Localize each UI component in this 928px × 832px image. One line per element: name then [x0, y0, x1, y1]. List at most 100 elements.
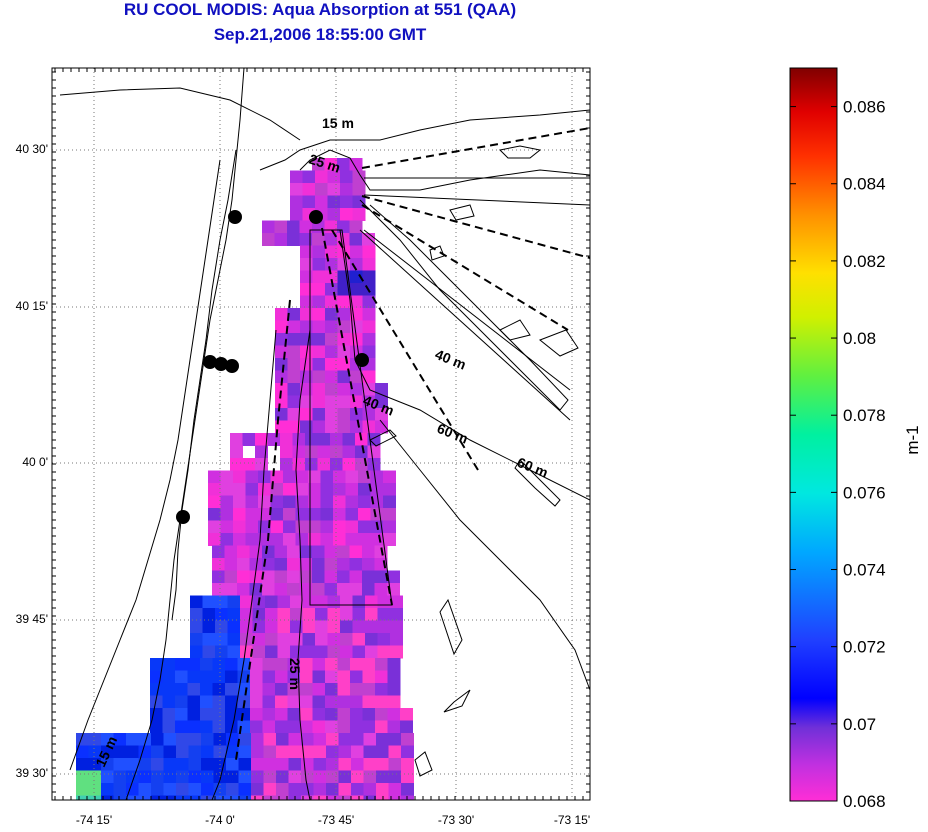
pixel-cell	[387, 708, 401, 721]
shelf-contour-1	[339, 229, 590, 501]
pixel-cell	[337, 708, 351, 721]
pixel-cell	[295, 520, 309, 534]
pixel-cell	[201, 758, 214, 771]
pixel-cell	[305, 433, 318, 446]
pixel-cell	[275, 320, 288, 334]
x-tick-label: -74 0'	[205, 813, 235, 827]
pixel-cell	[365, 633, 378, 646]
pixel-cell	[255, 458, 268, 471]
pixel-cell	[362, 670, 376, 684]
pixel-cell	[308, 483, 321, 496]
pixel-cell	[337, 670, 351, 684]
pixel-cell	[151, 758, 164, 771]
pixel-cell	[300, 395, 313, 409]
pixel-cell	[250, 695, 263, 709]
pixel-cell	[150, 720, 163, 734]
pixel-cell	[275, 408, 288, 421]
pixel-cell	[337, 383, 351, 396]
pixel-cell	[224, 570, 238, 584]
pixel-cell	[300, 420, 313, 434]
pixel-cell	[376, 758, 389, 771]
pixel-cell	[262, 583, 275, 596]
pixel-cell	[224, 545, 238, 559]
barrier-island	[171, 149, 237, 621]
pixel-cell	[325, 420, 338, 434]
pixel-cell	[287, 370, 301, 384]
pixel-cell	[126, 758, 139, 771]
pixel-cell	[202, 620, 216, 634]
pixel-cell	[375, 670, 388, 684]
pixel-cell	[238, 745, 252, 759]
pixel-cell	[250, 670, 263, 684]
station-marker	[225, 359, 239, 373]
pixel-cell	[325, 270, 338, 284]
pixel-cell	[227, 595, 241, 609]
pixel-cell	[349, 558, 363, 571]
pixel-cell	[287, 333, 301, 346]
pixel-cell	[113, 795, 127, 800]
pixel-cell	[252, 608, 266, 621]
pixel-cell	[287, 395, 301, 409]
pixel-cell	[350, 420, 363, 434]
pixel-cell	[333, 520, 346, 534]
transect-solid-3	[359, 229, 571, 421]
pixel-cell	[320, 508, 334, 521]
pixel-cell	[212, 570, 225, 584]
pixel-cell	[275, 345, 288, 359]
pixel-cell	[325, 358, 338, 371]
pixel-cell	[251, 795, 264, 800]
pixel-cell	[300, 333, 313, 346]
pixel-cell	[101, 745, 114, 759]
pixel-cell	[258, 483, 271, 496]
pixel-cell	[220, 508, 234, 521]
pixel-cell	[245, 508, 259, 521]
pixel-cell	[276, 795, 289, 800]
pixel-cell	[162, 670, 176, 684]
pixel-cell	[76, 733, 89, 746]
pixel-cell	[188, 745, 202, 759]
pixel-cell	[233, 470, 246, 484]
pixel-cell	[315, 645, 328, 659]
pixel-cell	[292, 433, 306, 446]
pixel-cell	[312, 370, 326, 384]
pixel-cell	[300, 670, 313, 684]
ridge-3	[499, 319, 531, 341]
pixel-cell	[340, 195, 353, 209]
pixel-cell	[275, 308, 288, 321]
pixel-cell	[299, 583, 313, 596]
pixel-cell	[350, 258, 363, 271]
pixel-cell	[327, 633, 341, 646]
pixel-cell	[362, 720, 376, 734]
pixel-cell	[312, 395, 326, 409]
pixel-cell	[270, 483, 284, 496]
pixel-cell	[362, 583, 375, 596]
ridge-5	[449, 204, 475, 221]
shelf-contour-4	[211, 329, 277, 800]
pixel-cell	[175, 720, 188, 734]
pixel-cell	[275, 383, 288, 396]
pixel-cell	[275, 695, 288, 709]
ridge-6	[429, 245, 445, 261]
pixel-cell	[301, 795, 314, 800]
inner-coast	[69, 159, 221, 771]
pixel-cell	[352, 170, 366, 184]
pixel-cell	[187, 658, 201, 671]
pixel-cell	[88, 770, 102, 784]
pixel-cell	[324, 220, 338, 234]
pixel-cell	[320, 470, 334, 484]
pixel-cell	[390, 633, 403, 646]
pixel-cell	[338, 733, 352, 746]
pixel-cell	[401, 733, 414, 746]
pixel-cell	[113, 745, 127, 759]
pixel-cell	[325, 708, 338, 721]
pixel-cell	[276, 733, 289, 746]
pixel-cell	[390, 595, 403, 609]
absorption-pixel-layer	[76, 158, 414, 800]
pixel-cell	[338, 758, 352, 771]
pixel-cell	[302, 595, 316, 609]
x-tick-label: -73 15'	[554, 813, 590, 827]
pixel-cell	[350, 658, 363, 671]
pixel-cell	[215, 633, 228, 646]
pixel-cell	[233, 520, 246, 534]
pixel-cell	[208, 483, 221, 496]
